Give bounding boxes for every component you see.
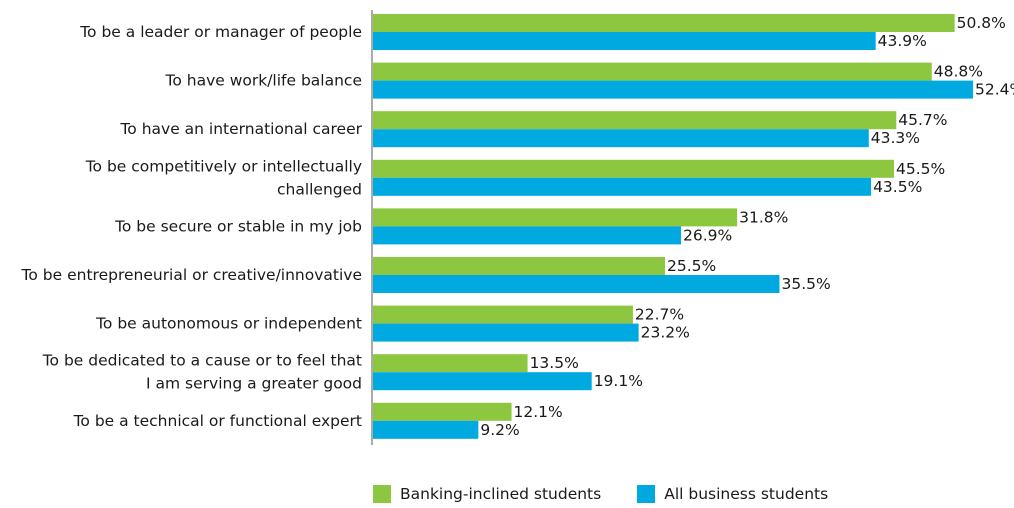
category-label: challenged [277, 180, 362, 198]
data-label: 50.8% [957, 14, 1006, 32]
category-label: To be secure or stable in my job [114, 217, 362, 235]
data-label: 31.8% [739, 208, 788, 226]
data-label: 43.3% [871, 129, 920, 147]
data-label: 43.5% [873, 178, 922, 196]
bar-banking-inclined [373, 402, 512, 421]
bar-banking-inclined [373, 111, 897, 130]
data-label: 23.2% [641, 324, 690, 342]
data-label: 19.1% [594, 372, 643, 390]
data-label: 48.8% [934, 63, 983, 81]
category-label: To be dedicated to a cause or to feel th… [42, 352, 362, 370]
legend-item-banking: Banking-inclined students [373, 485, 601, 503]
bar-banking-inclined [373, 354, 528, 373]
data-label: 45.7% [898, 111, 947, 129]
data-label: 35.5% [781, 275, 830, 293]
bar-banking-inclined [373, 62, 932, 81]
data-label: 13.5% [530, 354, 579, 372]
category-label: To have work/life balance [165, 72, 363, 90]
data-label: 12.1% [514, 403, 563, 421]
data-label: 9.2% [480, 421, 519, 439]
bar-banking-inclined [373, 159, 894, 178]
data-label: 52.4% [975, 81, 1014, 99]
bar-all-business [373, 226, 682, 245]
category-label: To be competitively or intellectually [85, 157, 362, 175]
bar-banking-inclined [373, 257, 665, 275]
chart-legend: Banking-inclined students All business s… [373, 485, 864, 503]
bar-all-business [373, 372, 592, 391]
data-label: 25.5% [667, 257, 716, 275]
legend-item-all-business: All business students [637, 485, 828, 503]
category-label: To have an international career [119, 120, 362, 138]
bar-all-business [373, 129, 869, 148]
bar-banking-inclined [373, 208, 738, 227]
bar-banking-inclined [373, 305, 633, 324]
legend-label-all-business: All business students [664, 485, 829, 503]
data-label: 22.7% [635, 306, 684, 324]
bar-all-business [373, 80, 973, 99]
data-label: 43.9% [878, 32, 927, 50]
bar-all-business [373, 275, 780, 293]
bar-all-business [373, 32, 876, 50]
category-label: To be autonomous or independent [95, 315, 362, 333]
bar-all-business [373, 323, 639, 342]
category-label: To be a technical or functional expert [73, 412, 362, 430]
bar-banking-inclined [373, 14, 955, 32]
category-label: To be entrepreneurial or creative/innova… [21, 266, 362, 284]
legend-label-banking: Banking-inclined students [400, 485, 602, 503]
legend-swatch-banking [373, 485, 391, 503]
legend-swatch-all-business [637, 485, 656, 503]
category-label: I am serving a greater good [146, 375, 362, 393]
data-label: 26.9% [683, 226, 732, 244]
category-label: To be a leader or manager of people [79, 23, 362, 41]
bar-all-business [373, 420, 479, 439]
bar-all-business [373, 177, 872, 196]
data-label: 45.5% [896, 160, 945, 178]
